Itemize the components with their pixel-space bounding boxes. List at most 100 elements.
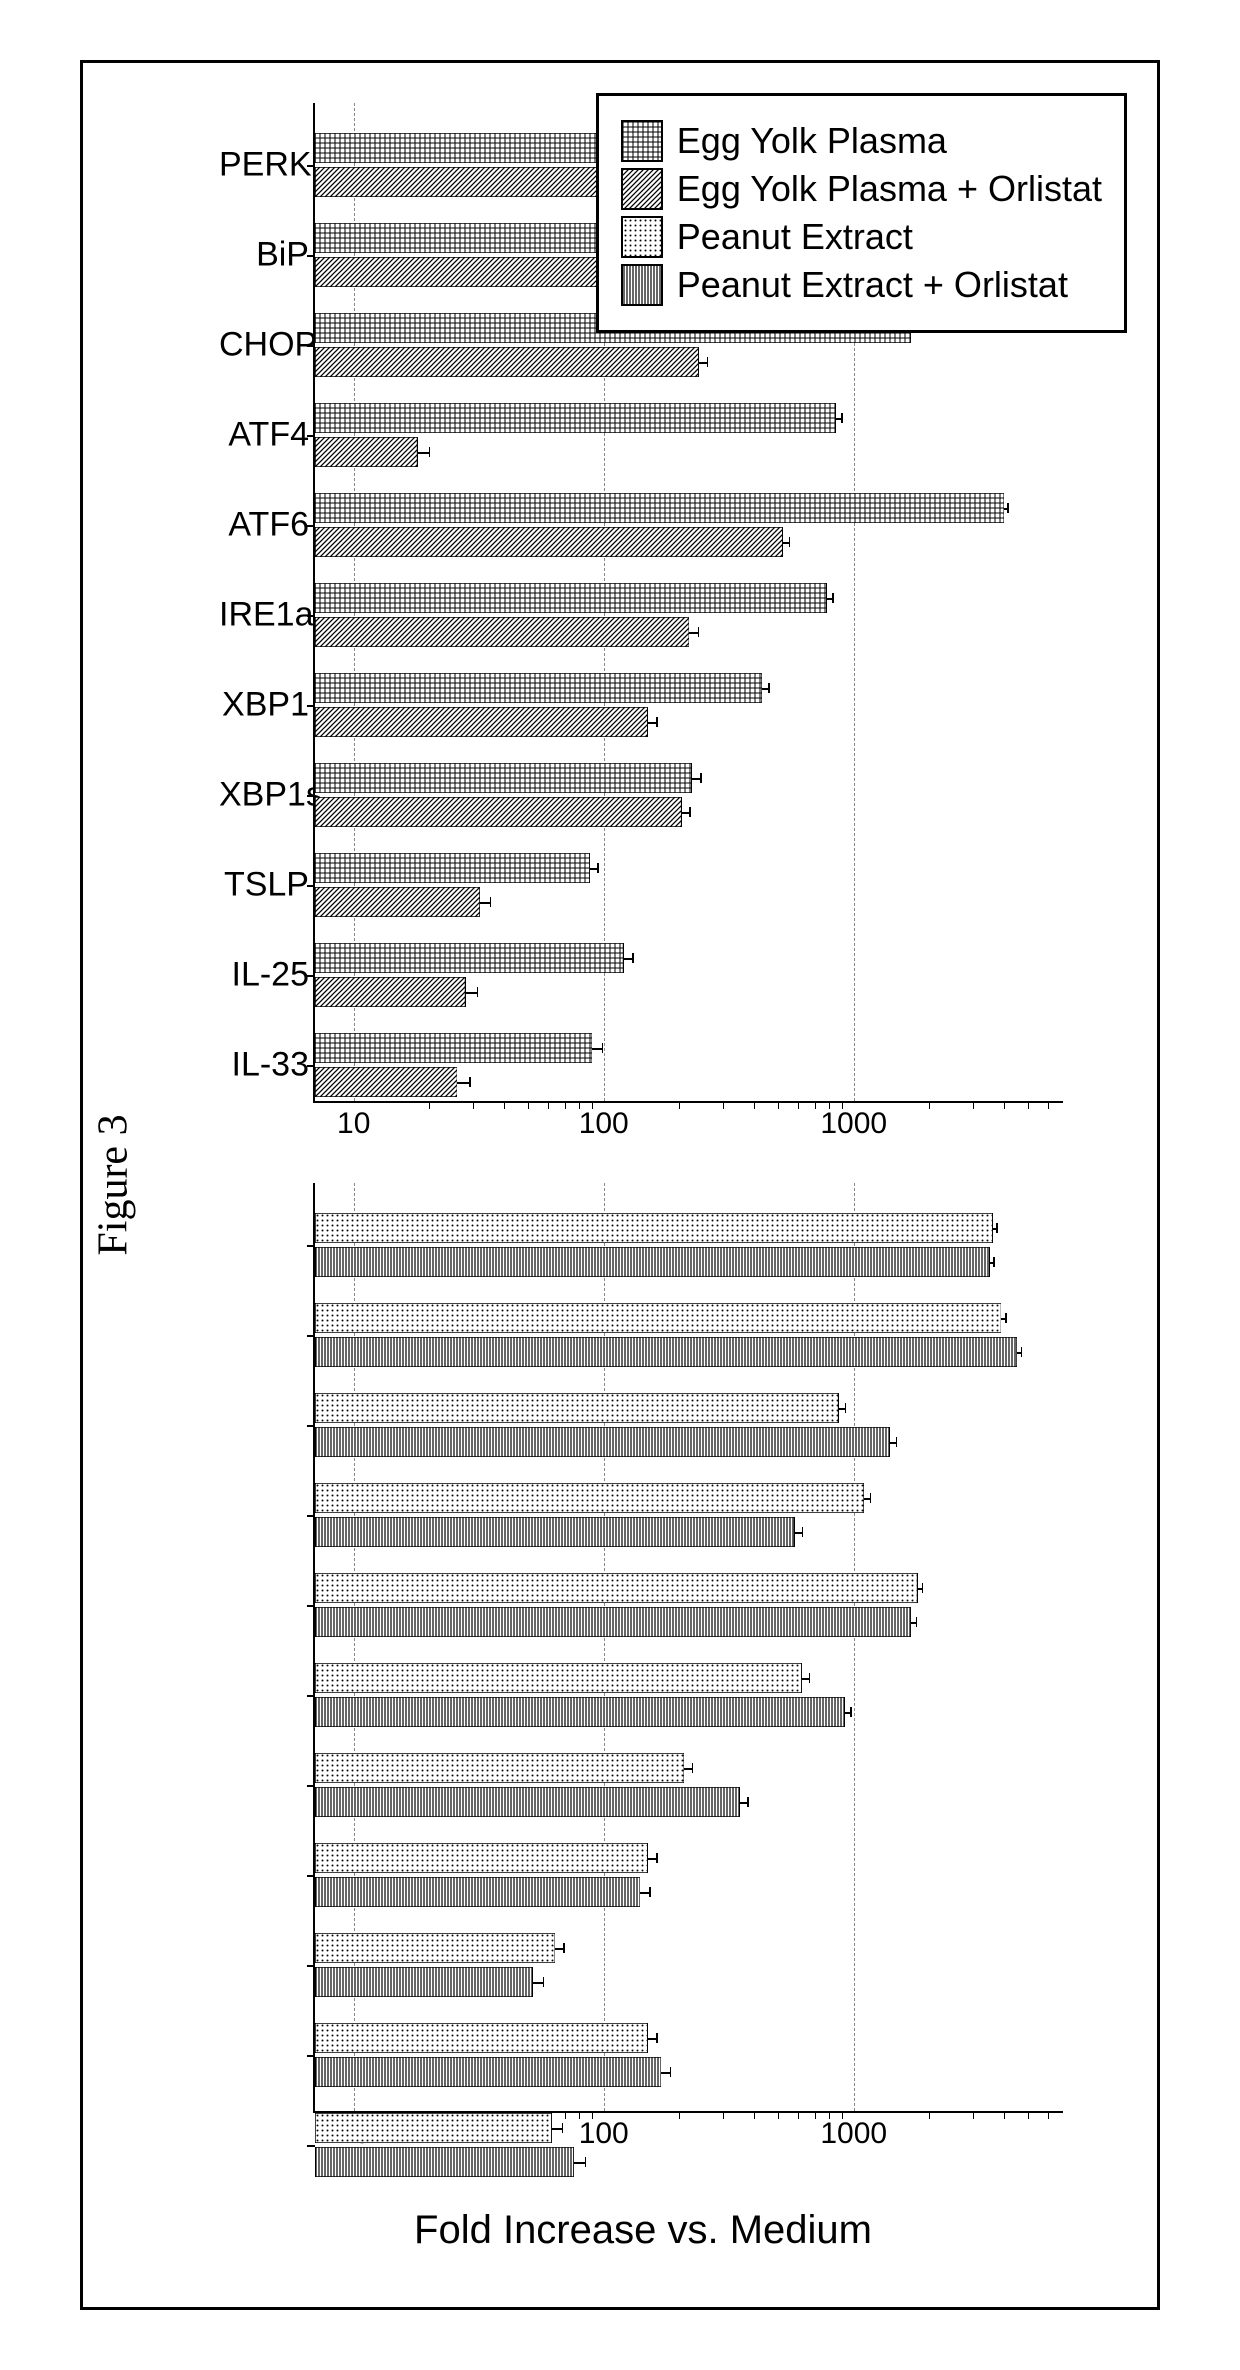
x-minor-tick <box>1028 2111 1029 2119</box>
y-tick <box>307 795 315 797</box>
y-tick <box>307 435 315 437</box>
plot-bottom: 101001000 <box>313 1183 1063 2113</box>
y-tick <box>307 1245 315 1247</box>
category-label: IRE1a <box>219 596 309 635</box>
error-bar <box>555 1948 563 1950</box>
x-minor-tick <box>679 2111 680 2119</box>
error-cap <box>656 717 658 727</box>
y-tick <box>307 345 315 347</box>
error-cap <box>670 2067 672 2077</box>
bar-pe <box>315 1483 864 1513</box>
error-cap <box>809 1673 811 1683</box>
error-bar <box>552 2128 562 2130</box>
bar-pe <box>315 1933 555 1963</box>
error-cap <box>747 1797 749 1807</box>
error-bar <box>466 992 477 994</box>
x-minor-tick <box>1048 2111 1049 2119</box>
bar-eypo <box>315 1067 457 1097</box>
y-tick <box>307 1335 315 1337</box>
error-bar <box>692 778 700 780</box>
bar-peo <box>315 1877 640 1907</box>
error-cap <box>543 1977 545 1987</box>
error-cap <box>656 2033 658 2043</box>
x-minor-tick <box>565 1101 566 1109</box>
error-cap <box>563 1943 565 1953</box>
x-minor-tick <box>798 1101 799 1109</box>
category-label: ATF4 <box>219 416 309 455</box>
x-tick-label: 100 <box>579 2117 629 2151</box>
category-label: XBP1s <box>219 776 309 815</box>
category-label: BiP <box>219 236 309 275</box>
x-minor-tick <box>815 2111 816 2119</box>
x-minor-tick <box>778 2111 779 2119</box>
error-cap <box>832 593 834 603</box>
bar-peo <box>315 2057 661 2087</box>
bar-eypo <box>315 347 699 377</box>
figure-title: Figure 3 <box>90 1114 138 1255</box>
x-minor-tick <box>815 1101 816 1109</box>
bar-pe <box>315 1663 802 1693</box>
bar-pe <box>315 1753 684 1783</box>
error-cap <box>850 1707 852 1717</box>
y-tick <box>307 1425 315 1427</box>
x-minor-tick <box>1004 2111 1005 2119</box>
y-tick <box>307 1695 315 1697</box>
error-cap <box>896 1437 898 1447</box>
bar-peo <box>315 1517 795 1547</box>
x-minor-tick <box>548 1101 549 1109</box>
x-minor-tick <box>973 1101 974 1109</box>
y-tick <box>307 615 315 617</box>
y-tick <box>307 1065 315 1067</box>
error-cap <box>700 773 702 783</box>
x-tick-label: 100 <box>579 1107 629 1141</box>
error-cap <box>656 1853 658 1863</box>
bar-pe <box>315 1573 918 1603</box>
error-bar <box>533 1982 543 1984</box>
error-bar <box>640 1892 649 1894</box>
x-tick-label: 1000 <box>820 2117 887 2151</box>
bar-peo <box>315 1337 1017 1367</box>
bar-pe <box>315 2113 552 2143</box>
x-minor-tick <box>798 2111 799 2119</box>
legend-item: Peanut Extract <box>621 216 1102 258</box>
error-bar <box>592 1048 601 1050</box>
y-tick <box>307 255 315 257</box>
x-minor-tick <box>723 1101 724 1109</box>
bar-peo <box>315 1607 911 1637</box>
error-bar <box>590 868 597 870</box>
x-minor-tick <box>754 1101 755 1109</box>
y-tick <box>307 2145 315 2147</box>
error-cap <box>841 413 843 423</box>
error-bar <box>661 2072 670 2074</box>
y-tick <box>307 165 315 167</box>
category-label: XBP1 <box>219 686 309 725</box>
x-minor-tick <box>679 1101 680 1109</box>
bar-eypo <box>315 887 480 917</box>
error-cap <box>1005 1313 1007 1323</box>
error-cap <box>429 447 431 457</box>
error-bar <box>699 362 707 364</box>
legend-item: Egg Yolk Plasma + Orlistat <box>621 168 1102 210</box>
error-bar <box>795 1532 802 1534</box>
error-cap <box>1021 1347 1023 1357</box>
bar-eypo <box>315 437 418 467</box>
x-minor-tick <box>1028 1101 1029 1109</box>
x-minor-tick <box>973 2111 974 2119</box>
bar-eyp <box>315 673 762 703</box>
category-label: IL-25 <box>219 956 309 995</box>
y-tick <box>307 1875 315 1877</box>
bar-pe <box>315 2023 648 2053</box>
category-label: ATF6 <box>219 506 309 545</box>
bar-eypo <box>315 707 648 737</box>
x-minor-tick <box>929 1101 930 1109</box>
y-tick <box>307 1605 315 1607</box>
error-cap <box>993 1257 995 1267</box>
legend-label: Peanut Extract <box>677 216 913 258</box>
category-label: PERK <box>219 146 309 185</box>
bar-eyp <box>315 493 1004 523</box>
legend-label: Peanut Extract + Orlistat <box>677 264 1068 306</box>
error-cap <box>707 357 709 367</box>
error-cap <box>477 987 479 997</box>
y-tick <box>307 1785 315 1787</box>
error-bar <box>740 1802 747 1804</box>
